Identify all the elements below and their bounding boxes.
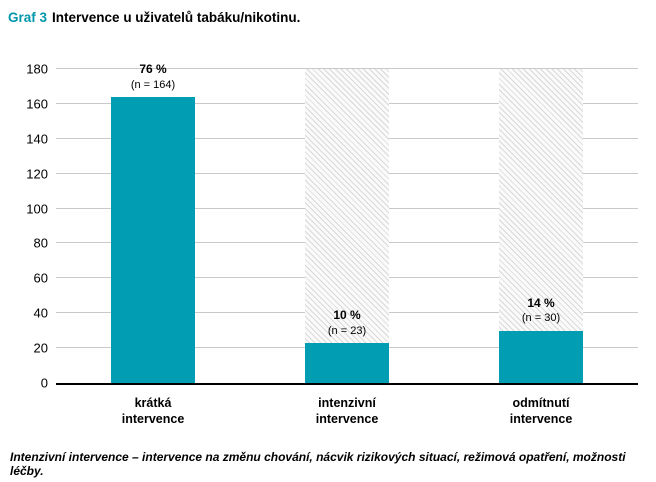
y-tick-label: 40 bbox=[33, 305, 48, 321]
y-tick-label: 120 bbox=[26, 166, 48, 182]
y-tick-label: 0 bbox=[40, 375, 48, 391]
hatched-band bbox=[305, 69, 389, 383]
y-tick-label: 100 bbox=[26, 201, 48, 217]
bar-count: (n = 164) bbox=[130, 78, 176, 91]
bar-column: 76 % (n = 164) bbox=[56, 62, 250, 383]
x-category-label: odmítnutí intervence bbox=[509, 396, 573, 427]
bar-columns: 76 % (n = 164) 10 % (n = 23) 14 % (n = 30) bbox=[56, 62, 638, 383]
bar bbox=[305, 342, 389, 383]
x-category-label: intenzivní intervence bbox=[315, 396, 379, 427]
chart-title-prefix: Graf 3 bbox=[8, 10, 48, 25]
bar-count: (n = 23) bbox=[327, 324, 367, 337]
chart-title-text: Intervence u uživatelů tabáku/nikotinu. bbox=[52, 10, 301, 25]
x-axis-labels: krátká intervence intenzivní intervence od… bbox=[56, 385, 638, 428]
y-tick-label: 180 bbox=[26, 61, 48, 77]
footnote: Intenzivní intervence – intervence na zm… bbox=[10, 449, 626, 478]
bar-percent: 76 % bbox=[139, 62, 167, 77]
y-tick-label: 160 bbox=[26, 96, 48, 112]
bar-count: (n = 30) bbox=[521, 312, 561, 325]
y-tick-label: 20 bbox=[33, 340, 48, 356]
bar bbox=[499, 330, 583, 383]
bar-percent: 14 % bbox=[527, 295, 555, 310]
chart-title: Graf 3 Intervence u uživatelů tabáku/niko… bbox=[8, 10, 644, 25]
y-tick-label: 140 bbox=[26, 131, 48, 147]
bar bbox=[111, 96, 195, 383]
bar-column: 10 % (n = 23) bbox=[250, 69, 444, 383]
y-tick-label: 80 bbox=[33, 235, 48, 251]
bar-percent: 10 % bbox=[333, 308, 361, 322]
x-category-label: krátká intervence bbox=[121, 396, 185, 427]
bar-value-label: 14 % (n = 30) bbox=[444, 296, 638, 326]
bar-value-label: 76 % (n = 164) bbox=[56, 62, 250, 92]
bar-value-label: 10 % (n = 23) bbox=[250, 308, 444, 338]
plot-area: 0 20 40 60 80 100 120 140 160 180 76 % (n = 164) 10 … bbox=[26, 62, 638, 390]
bar-column: 14 % (n = 30) bbox=[444, 69, 638, 383]
hatched-band bbox=[499, 69, 583, 383]
bar-chart: 0 20 40 60 80 100 120 140 160 180 76 % (n = 164) 10 … bbox=[26, 62, 638, 390]
y-tick-label: 60 bbox=[33, 270, 48, 286]
gridline bbox=[56, 68, 638, 69]
